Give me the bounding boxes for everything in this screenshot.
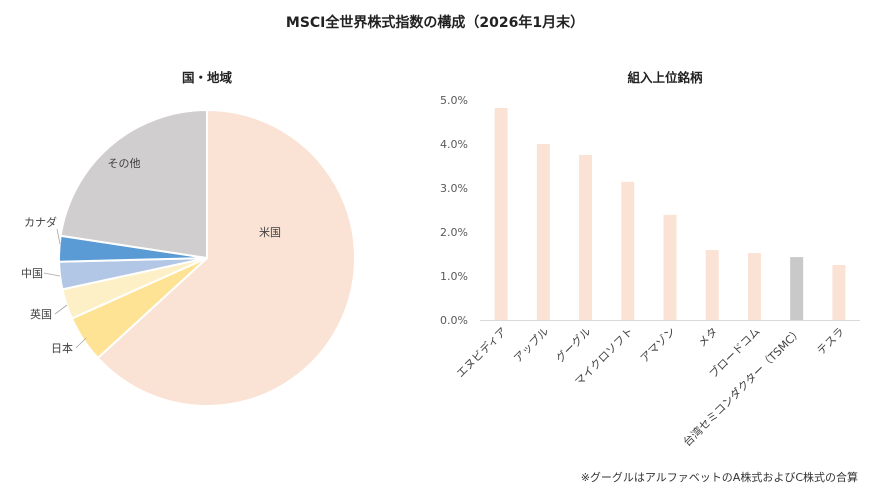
bar — [579, 155, 593, 320]
pie-slice — [59, 108, 208, 260]
pie-chart-title: 国・地域 — [181, 70, 232, 85]
bar — [536, 144, 550, 320]
x-axis-category-label: グーグル — [553, 324, 594, 365]
x-axis-category-label: メタ — [696, 325, 721, 350]
pie-slice-label: 米国 — [259, 226, 281, 239]
x-axis-category-label: マイクロソフト — [572, 325, 635, 388]
x-axis-category-label: ブロードコム — [706, 324, 763, 381]
y-axis-tick-label: 1.0% — [440, 270, 468, 283]
bar — [621, 181, 635, 320]
y-axis-tick-label: 4.0% — [440, 138, 468, 151]
leader-line — [56, 228, 61, 245]
bar — [705, 250, 719, 320]
pie-slice-label: 中国 — [21, 267, 43, 280]
leader-line — [43, 272, 61, 277]
y-axis-tick-label: 5.0% — [440, 94, 468, 107]
leader-line — [75, 337, 87, 349]
y-axis-tick-label: 2.0% — [440, 226, 468, 239]
y-axis-tick-label: 3.0% — [440, 182, 468, 195]
x-axis-category-label: エヌビディア — [453, 324, 509, 380]
pie-slice-label: その他 — [108, 157, 141, 170]
pie-slice-label: カナダ — [24, 215, 57, 229]
footnote: ※グーグルはアルファベットのA株式およびC株式の合算 — [580, 471, 858, 484]
bar — [832, 265, 846, 320]
leader-line — [54, 304, 68, 315]
bar — [747, 253, 761, 320]
bar — [663, 214, 677, 320]
x-axis-category-label: 台湾セミコンダクター（TSMC） — [680, 324, 805, 449]
x-axis-category-label: アップル — [511, 325, 551, 365]
pie-slice-label: 英国 — [30, 307, 52, 321]
x-axis-category-label: テスラ — [814, 325, 847, 358]
y-axis-tick-label: 0.0% — [440, 314, 468, 327]
pie-slice-label: 日本 — [51, 341, 73, 355]
pie-slice — [96, 108, 356, 407]
bar-chart-title: 組入上位銘柄 — [627, 70, 703, 85]
bar — [494, 107, 508, 320]
chart-main-title: MSCI全世界株式指数の構成（2026年1月末） — [285, 15, 585, 31]
bar — [790, 257, 804, 320]
x-axis-category-label: アマゾン — [638, 325, 678, 365]
